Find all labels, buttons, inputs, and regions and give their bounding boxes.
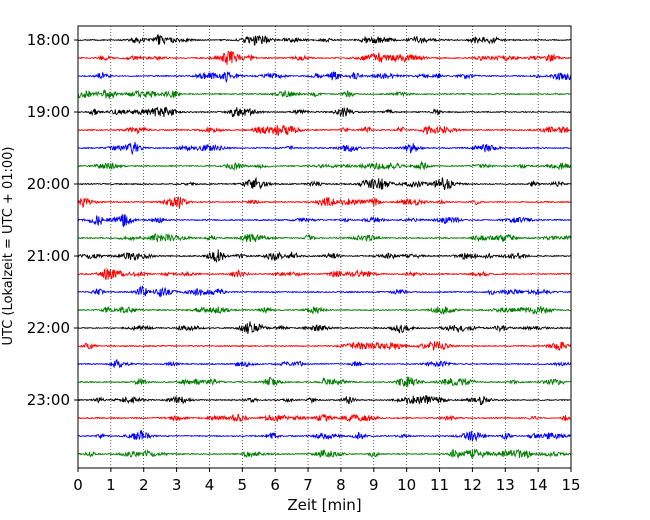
x-tick-label: 13 xyxy=(496,476,515,494)
x-tick-label: 3 xyxy=(172,476,182,494)
trace-1945 xyxy=(77,160,572,171)
trace-1830 xyxy=(77,71,572,84)
x-tick-label: 5 xyxy=(238,476,248,494)
trace-2215 xyxy=(77,340,572,352)
x-axis-ticks: 0 1 2 3 4 5 6 7 8 9 10 11 12 13 14 15 xyxy=(73,468,581,494)
x-tick-label: 1 xyxy=(106,476,116,494)
trace-2015 xyxy=(77,195,572,209)
y-tick-label: 21:00 xyxy=(27,247,70,265)
trace-1800 xyxy=(77,33,572,46)
x-tick-label: 6 xyxy=(270,476,280,494)
y-tick-label: 18:00 xyxy=(27,31,70,49)
x-tick-label: 7 xyxy=(303,476,313,494)
plot-frame xyxy=(77,25,572,469)
trace-2000 xyxy=(77,176,572,191)
trace-1900 xyxy=(77,106,572,118)
trace-1915 xyxy=(77,125,572,136)
trace-1815 xyxy=(77,50,572,65)
trace-2345 xyxy=(77,448,572,460)
trace-1930 xyxy=(77,141,572,156)
seismic-traces xyxy=(77,33,572,460)
x-tick-label: 2 xyxy=(139,476,149,494)
trace-2030 xyxy=(77,214,572,228)
trace-1845 xyxy=(77,89,572,99)
trace-2230 xyxy=(77,358,572,369)
trace-2315 xyxy=(77,413,572,423)
trace-2100 xyxy=(77,249,572,263)
x-axis-label: Zeit [min] xyxy=(287,496,361,514)
x-tick-label: 10 xyxy=(397,476,416,494)
y-axis-label: UTC (Lokalzeit = UTC + 01:00) xyxy=(1,147,16,346)
x-tick-label: 14 xyxy=(529,476,548,494)
y-axis-ticks: 18:00 19:00 20:00 21:00 22:00 23:00 xyxy=(27,31,78,409)
x-tick-label: 15 xyxy=(561,476,580,494)
trace-2200 xyxy=(77,321,572,334)
trace-2245 xyxy=(77,376,572,388)
trace-2130 xyxy=(77,285,572,298)
trace-2145 xyxy=(77,305,572,315)
x-tick-label: 12 xyxy=(463,476,482,494)
y-tick-label: 23:00 xyxy=(27,391,70,409)
x-tick-label: 11 xyxy=(430,476,449,494)
y-tick-label: 20:00 xyxy=(27,175,70,193)
trace-2300 xyxy=(77,395,572,406)
trace-2115 xyxy=(77,267,572,281)
y-tick-label: 22:00 xyxy=(27,319,70,337)
x-tick-label: 9 xyxy=(369,476,379,494)
trace-2045 xyxy=(77,232,572,243)
x-tick-label: 0 xyxy=(73,476,83,494)
x-tick-label: 8 xyxy=(336,476,346,494)
trace-2330 xyxy=(77,429,572,443)
x-tick-label: 4 xyxy=(205,476,215,494)
y-tick-label: 19:00 xyxy=(27,103,70,121)
